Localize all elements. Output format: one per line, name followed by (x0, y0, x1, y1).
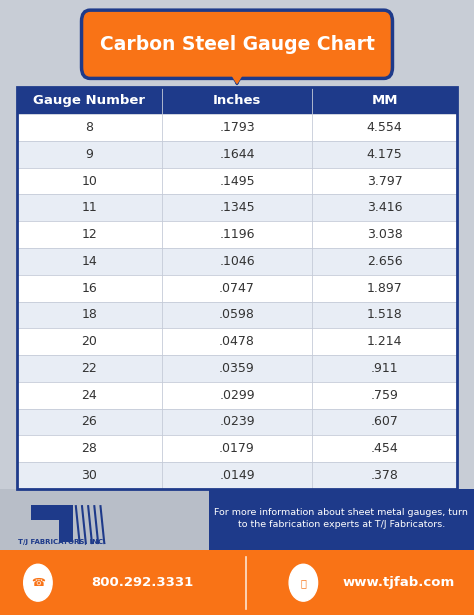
FancyBboxPatch shape (0, 550, 474, 615)
Text: 11: 11 (82, 201, 97, 214)
Text: .1196: .1196 (219, 228, 255, 241)
Text: T/J FABRICATORS, INC.: T/J FABRICATORS, INC. (18, 539, 106, 545)
FancyBboxPatch shape (17, 194, 457, 221)
Text: 3.797: 3.797 (367, 175, 402, 188)
Text: MM: MM (372, 94, 398, 107)
FancyBboxPatch shape (209, 489, 474, 550)
Text: Inches: Inches (213, 94, 261, 107)
Circle shape (24, 565, 52, 601)
FancyBboxPatch shape (17, 275, 457, 301)
Text: 26: 26 (82, 416, 97, 429)
FancyBboxPatch shape (17, 462, 457, 489)
Text: Gauge Number: Gauge Number (33, 94, 146, 107)
Text: .454: .454 (371, 442, 399, 455)
Text: 1.518: 1.518 (367, 308, 402, 322)
Text: .0598: .0598 (219, 308, 255, 322)
Text: 🖥: 🖥 (301, 577, 306, 588)
Text: ☎: ☎ (31, 577, 45, 588)
Text: 800.292.3331: 800.292.3331 (91, 576, 193, 589)
Text: .0747: .0747 (219, 282, 255, 295)
FancyBboxPatch shape (17, 87, 457, 114)
Text: 8: 8 (85, 121, 93, 134)
FancyBboxPatch shape (17, 328, 457, 355)
Text: 22: 22 (82, 362, 97, 375)
Text: .0299: .0299 (219, 389, 255, 402)
Text: .911: .911 (371, 362, 399, 375)
FancyBboxPatch shape (17, 168, 457, 194)
FancyBboxPatch shape (17, 382, 457, 408)
Text: .0149: .0149 (219, 469, 255, 482)
Text: 4.175: 4.175 (367, 148, 402, 161)
Text: .1495: .1495 (219, 175, 255, 188)
Text: 1.897: 1.897 (367, 282, 402, 295)
FancyBboxPatch shape (0, 489, 209, 550)
Text: 12: 12 (82, 228, 97, 241)
FancyBboxPatch shape (17, 141, 457, 168)
FancyBboxPatch shape (31, 505, 73, 520)
FancyBboxPatch shape (17, 248, 457, 275)
Text: 3.416: 3.416 (367, 201, 402, 214)
FancyBboxPatch shape (17, 87, 457, 489)
Text: 14: 14 (82, 255, 97, 268)
Text: 3.038: 3.038 (367, 228, 402, 241)
FancyBboxPatch shape (82, 10, 392, 79)
Text: 30: 30 (82, 469, 97, 482)
Text: Carbon Steel Gauge Chart: Carbon Steel Gauge Chart (100, 35, 374, 54)
Text: 10: 10 (82, 175, 97, 188)
Text: 4.554: 4.554 (367, 121, 402, 134)
Text: For more information about sheet metal gauges, turn
to the fabrication experts a: For more information about sheet metal g… (214, 508, 468, 529)
Text: 20: 20 (82, 335, 97, 348)
Text: 24: 24 (82, 389, 97, 402)
Circle shape (289, 565, 318, 601)
Text: .0179: .0179 (219, 442, 255, 455)
Text: .1793: .1793 (219, 121, 255, 134)
Text: 1.214: 1.214 (367, 335, 402, 348)
FancyBboxPatch shape (17, 114, 457, 141)
Text: .378: .378 (371, 469, 399, 482)
Text: 9: 9 (85, 148, 93, 161)
Text: .0359: .0359 (219, 362, 255, 375)
FancyBboxPatch shape (17, 355, 457, 382)
Text: 2.656: 2.656 (367, 255, 402, 268)
Text: 16: 16 (82, 282, 97, 295)
FancyBboxPatch shape (17, 408, 457, 435)
Text: 28: 28 (82, 442, 97, 455)
Text: .1345: .1345 (219, 201, 255, 214)
Polygon shape (227, 66, 247, 83)
Text: www.tjfab.com: www.tjfab.com (342, 576, 454, 589)
Text: .1644: .1644 (219, 148, 255, 161)
Text: .607: .607 (371, 416, 399, 429)
Text: 18: 18 (82, 308, 97, 322)
Text: .0239: .0239 (219, 416, 255, 429)
Text: .0478: .0478 (219, 335, 255, 348)
FancyBboxPatch shape (17, 301, 457, 328)
Text: .759: .759 (371, 389, 399, 402)
FancyBboxPatch shape (17, 435, 457, 462)
FancyBboxPatch shape (17, 221, 457, 248)
Text: .1046: .1046 (219, 255, 255, 268)
FancyBboxPatch shape (59, 518, 73, 542)
